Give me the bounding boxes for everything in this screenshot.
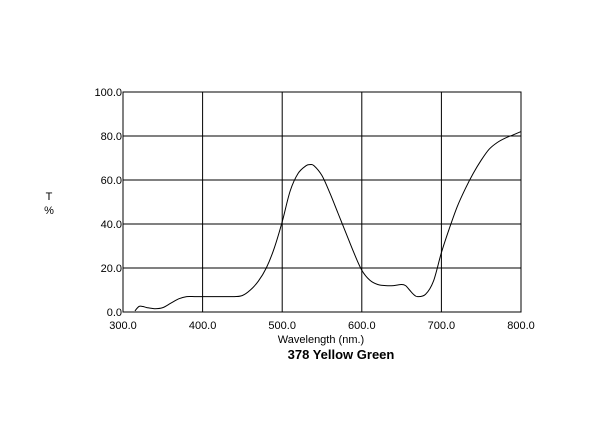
transmission-series-line — [134, 131, 522, 312]
x-tick-label: 400.0 — [189, 320, 217, 332]
y-axis-label-t: T — [46, 191, 53, 203]
y-tick-label: 0.0 — [107, 307, 122, 319]
x-tick-label: 500.0 — [268, 320, 296, 332]
x-tick-label: 700.0 — [428, 320, 456, 332]
y-tick-label: 40.0 — [101, 219, 122, 231]
series-layer — [134, 131, 522, 312]
chart-title: 378 Yellow Green — [288, 347, 395, 362]
y-tick-label: 100.0 — [94, 87, 122, 99]
x-tick-label: 800.0 — [507, 320, 535, 332]
plot-frame — [122, 91, 522, 313]
x-axis-label: Wavelength (nm.) — [278, 334, 364, 346]
y-tick-label: 20.0 — [101, 263, 122, 275]
y-axis-label-percent: % — [44, 205, 54, 217]
x-tick-label: 600.0 — [348, 320, 376, 332]
x-tick-label: 300.0 — [109, 320, 137, 332]
y-tick-label: 80.0 — [101, 131, 122, 143]
tick-labels: 300.0 400.0 500.0 600.0 700.0 800.0 0.0 20.0 40.… — [94, 87, 534, 332]
chart-grid — [122, 91, 522, 313]
y-tick-label: 60.0 — [101, 175, 122, 187]
